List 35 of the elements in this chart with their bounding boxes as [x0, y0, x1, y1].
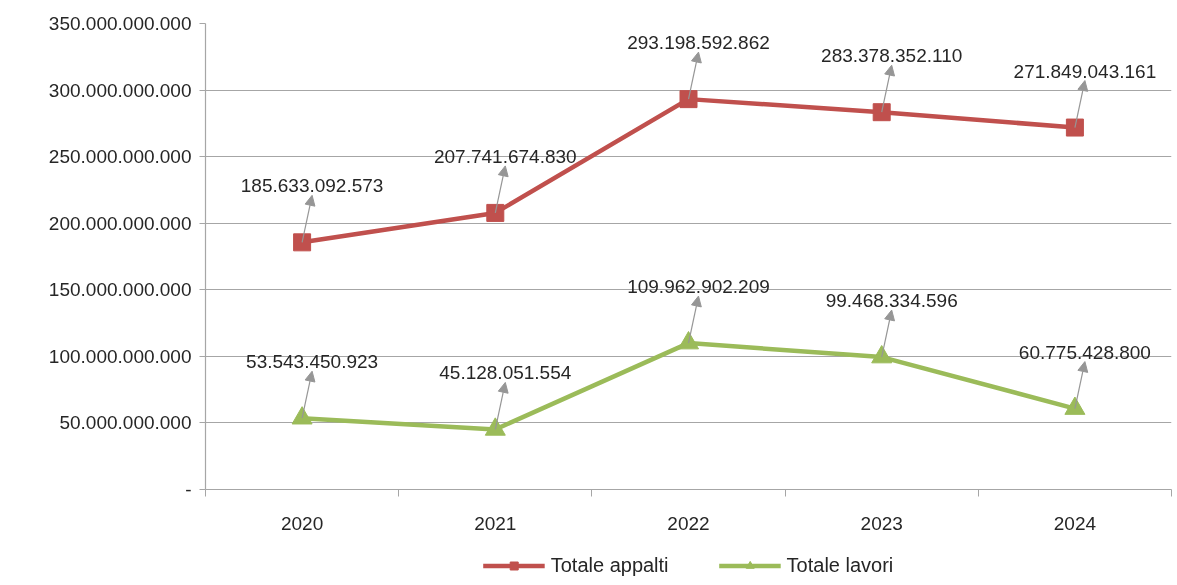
- y-tick-label: 350.000.000.000: [48, 13, 192, 34]
- legend-label: Totale appalti: [550, 553, 669, 577]
- point: [293, 233, 312, 252]
- x-tick-label: 2021: [474, 512, 517, 534]
- data-label: 293.198.592.862: [627, 32, 770, 54]
- y-tick-label: -: [185, 479, 192, 500]
- y-tick-label: 100.000.000.000: [48, 345, 192, 367]
- point: [1065, 118, 1084, 137]
- data-label: 60.775.428.800: [1018, 341, 1151, 363]
- point: [1064, 396, 1086, 415]
- data-label: 271.849.043.161: [1013, 60, 1157, 82]
- data-label: 283.378.352.110: [821, 45, 963, 67]
- x-tick-label: 2020: [280, 512, 324, 534]
- legend-label: Totale lavori: [786, 553, 894, 577]
- point: [486, 203, 505, 222]
- point: [679, 90, 698, 109]
- y-tick-label: 150.000.000.000: [48, 279, 192, 301]
- data-label: 185.633.092.573: [240, 175, 384, 197]
- data-label: 99.468.334.596: [825, 290, 958, 312]
- data-label: 53.543.450.923: [246, 351, 379, 373]
- data-label: 45.128.051.554: [439, 362, 572, 384]
- data-label: 109.962.902.209: [627, 276, 770, 298]
- point: [871, 345, 893, 364]
- x-tick-label: 2023: [860, 512, 903, 534]
- point: [484, 417, 506, 436]
- x-tick-label: 2022: [667, 512, 710, 534]
- y-tick-label: 250.000.000.000: [48, 146, 192, 168]
- y-tick-label: 200.000.000.000: [48, 212, 192, 234]
- point: [291, 406, 313, 425]
- data-label: 207.741.674.830: [433, 145, 577, 167]
- point: [872, 103, 891, 122]
- y-tick-label: 50.000.000.000: [59, 412, 192, 434]
- x-tick-label: 2024: [1053, 512, 1097, 534]
- y-tick-label: 300.000.000.000: [48, 79, 192, 101]
- point: [678, 331, 699, 350]
